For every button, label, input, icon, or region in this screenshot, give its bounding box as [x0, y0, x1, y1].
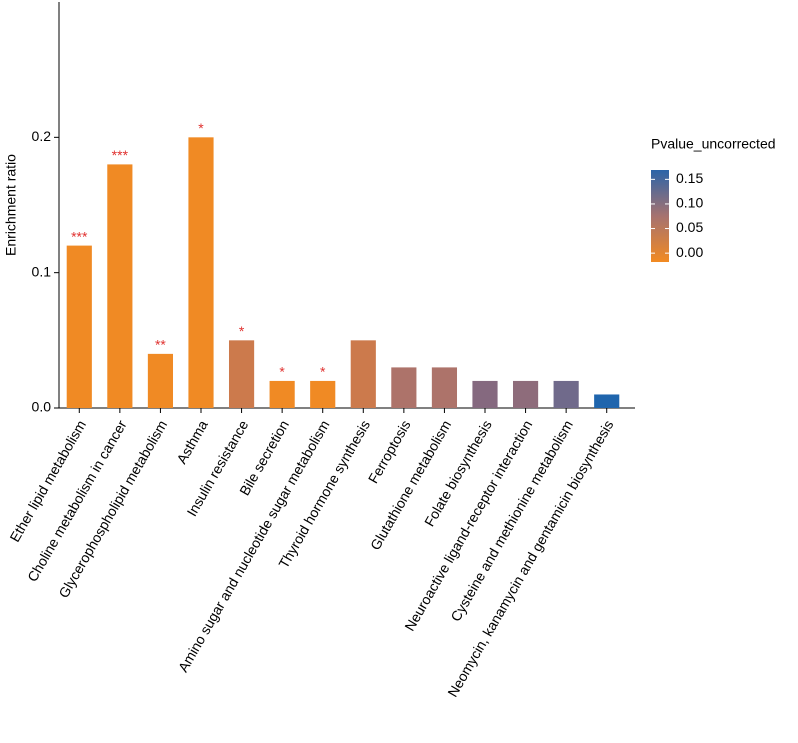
colorbar: [651, 170, 669, 262]
bar: [472, 380, 498, 408]
colorbar-tick-label: 0.10: [676, 195, 703, 211]
bar: [391, 367, 417, 408]
bar: [228, 340, 255, 408]
bar: [269, 380, 295, 408]
bar: [512, 380, 539, 408]
legend-title: Pvalue_uncorrected: [651, 136, 776, 152]
bar: [188, 137, 214, 409]
bar: [66, 245, 92, 408]
bar: [431, 367, 458, 408]
y-axis-label: Enrichment ratio: [3, 154, 19, 256]
y-tick-label: 0.1: [32, 263, 52, 279]
colorbar-tick-label: 0.15: [676, 170, 703, 186]
bar: [310, 380, 336, 408]
x-tick-label: Ether lipid metabolism: [6, 417, 89, 544]
annotation: **: [155, 337, 166, 353]
annotation: *: [239, 323, 245, 339]
colorbar-tick-label: 0.00: [676, 244, 703, 260]
y-tick-label: 0.0: [32, 399, 52, 415]
annotation: *: [320, 364, 326, 380]
annotation: *: [279, 364, 285, 380]
x-tick-label: Asthma: [173, 417, 211, 466]
bar: [553, 380, 579, 408]
y-tick-label: 0.2: [32, 128, 52, 144]
bar: [594, 394, 620, 408]
bar: [107, 164, 133, 408]
annotation: ***: [112, 147, 129, 163]
bar: [147, 353, 174, 408]
annotation: *: [198, 120, 204, 136]
annotation: ***: [71, 228, 88, 244]
colorbar-tick-label: 0.05: [676, 219, 703, 235]
bar: [350, 340, 376, 408]
x-tick-label: Amino sugar and nucleotide sugar metabol…: [175, 417, 333, 674]
